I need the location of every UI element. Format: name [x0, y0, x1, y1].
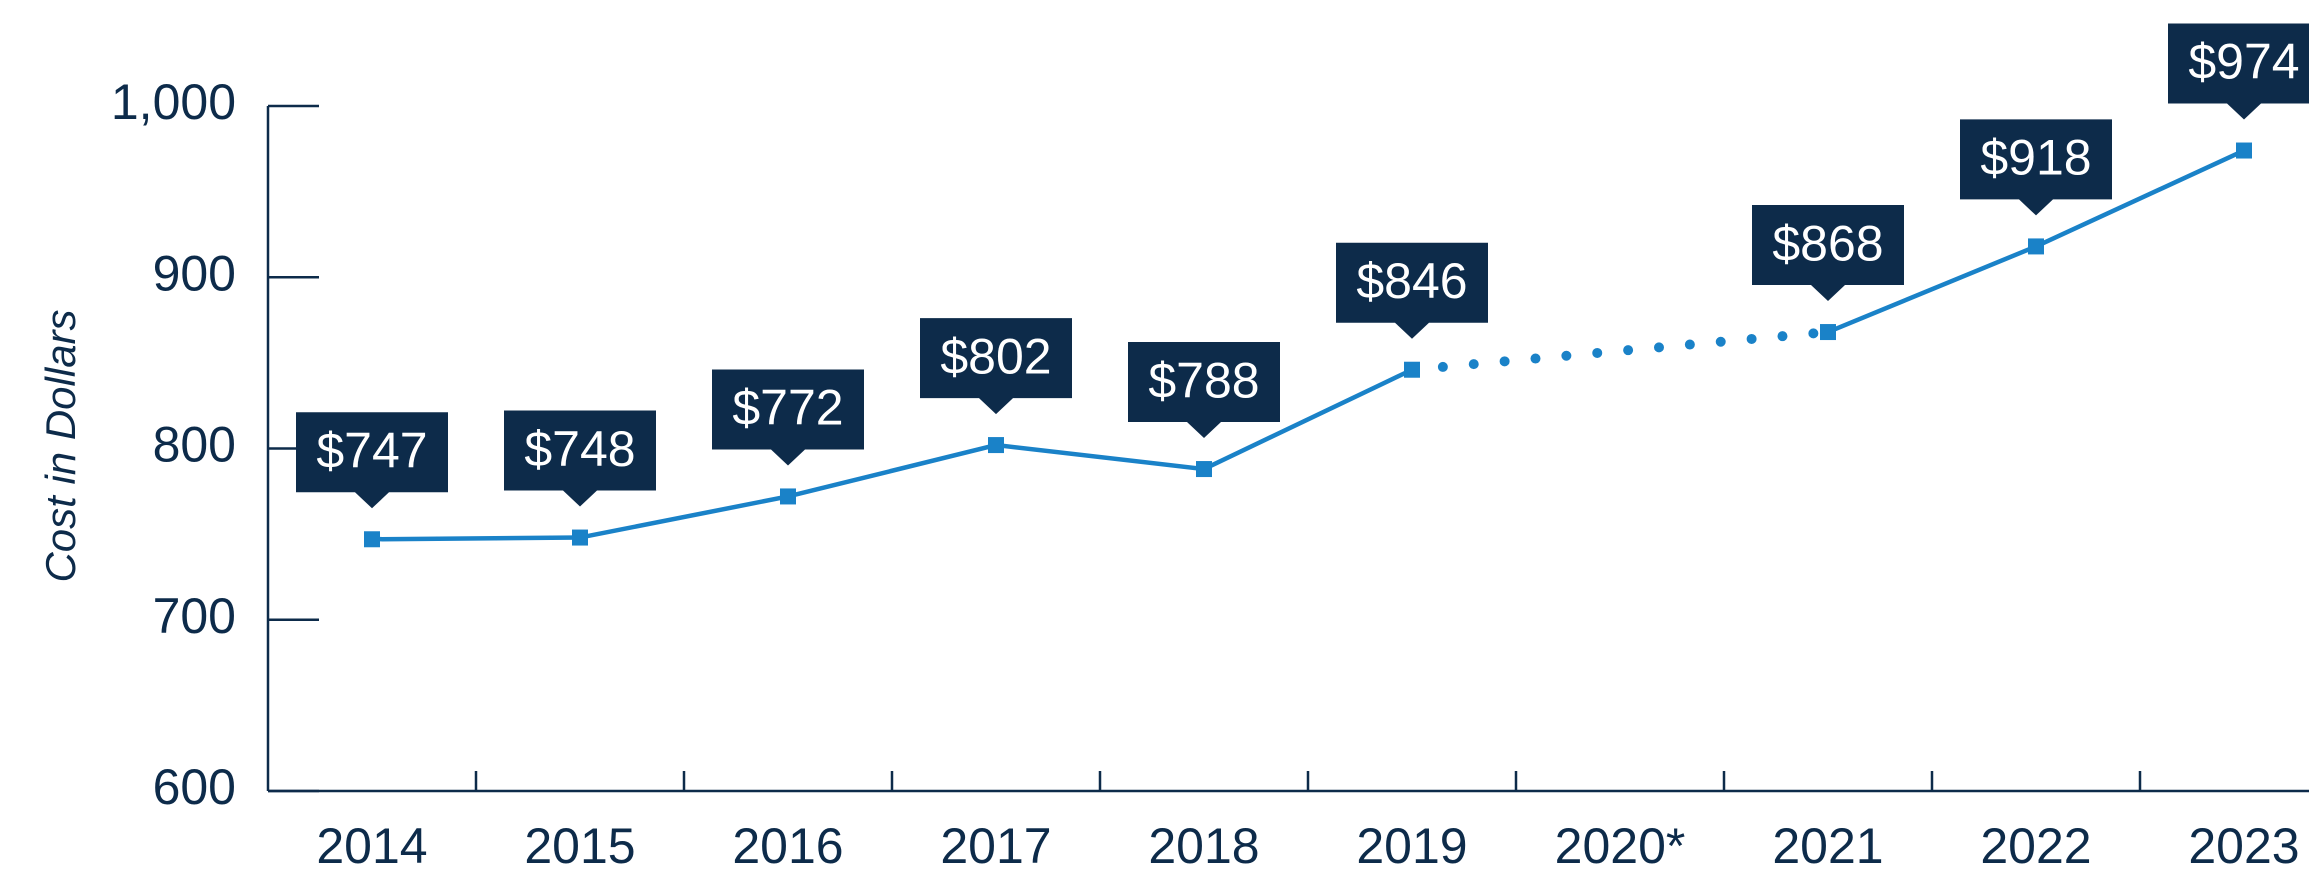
y-tick-label: 700: [153, 588, 236, 644]
value-label: $747: [316, 422, 427, 478]
y-tick-label: 600: [153, 759, 236, 815]
value-label: $788: [1148, 352, 1259, 408]
x-tick-label: 2023: [2188, 818, 2299, 874]
x-tick-label: 2021: [1772, 818, 1883, 874]
marker: [780, 488, 796, 505]
y-tick-label: 1,000: [111, 74, 236, 130]
marker: [364, 531, 380, 548]
label-box: [920, 318, 1072, 415]
x-tick-label: 2016: [732, 818, 843, 874]
marker: [2028, 238, 2044, 255]
label-box: [1752, 205, 1904, 302]
label-box: [712, 369, 864, 466]
x-tick-label: 2019: [1356, 818, 1467, 874]
x-tick-label: 2018: [1148, 818, 1259, 874]
value-label: $918: [1980, 130, 2091, 186]
marker: [2236, 142, 2252, 159]
value-label: $772: [732, 380, 843, 436]
x-tick-label: 2017: [940, 818, 1051, 874]
label-box: [1960, 119, 2112, 216]
marker: [1196, 461, 1212, 478]
x-tick-label: 2014: [316, 818, 427, 874]
x-tick-label: 2020*: [1555, 818, 1686, 874]
value-label: $802: [940, 328, 1051, 384]
y-axis-title: Cost in Dollars: [37, 309, 84, 582]
x-tick-label: 2015: [524, 818, 635, 874]
value-label: $748: [524, 421, 635, 477]
marker: [1404, 361, 1420, 378]
marker: [572, 529, 588, 546]
label-box: [296, 412, 448, 509]
x-tick-label: 2022: [1980, 818, 2091, 874]
line: [371, 367, 1413, 542]
value-label: $846: [1356, 253, 1467, 309]
marker: [988, 437, 1004, 454]
value-label: $974: [2188, 34, 2299, 90]
marker: [1820, 324, 1836, 341]
label-box: [1128, 342, 1280, 439]
y-tick-label: 800: [153, 417, 236, 473]
label-box: [504, 410, 656, 507]
gap-bridge: [1407, 327, 1833, 375]
y-tick-label: 900: [153, 245, 236, 301]
value-label: $868: [1772, 215, 1883, 271]
label-box: [2168, 23, 2309, 120]
label-box: [1336, 242, 1488, 339]
